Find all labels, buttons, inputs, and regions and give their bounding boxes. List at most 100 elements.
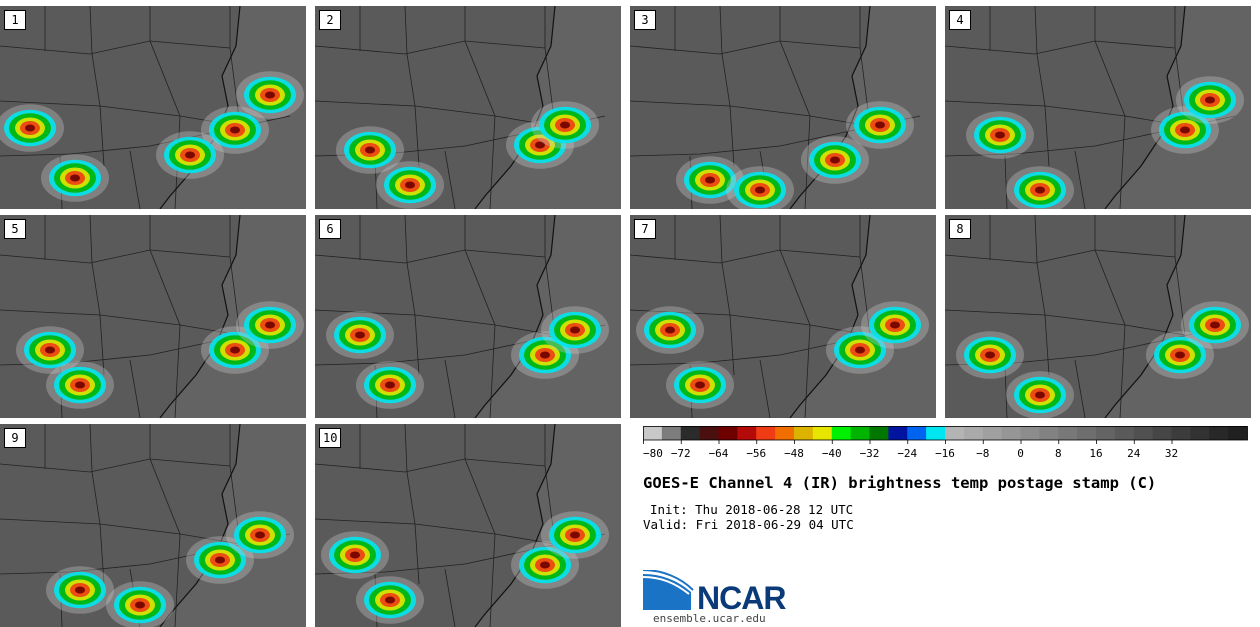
cloud-top [570,531,580,539]
cloud-top [570,326,580,334]
cloud-top [255,531,265,539]
cloud-top [1035,391,1045,399]
forecast-panel: 3 [630,6,936,209]
state-boundary [1174,215,1186,336]
colorbar-cell [756,426,776,440]
coastline [474,215,556,418]
colorbar-cell [907,426,927,440]
colorbar-tick-label: −48 [784,447,804,460]
figure-title: GOES-E Channel 4 (IR) brightness temp po… [643,474,1157,492]
init-time: Init: Thu 2018-06-28 12 UTC [650,502,854,517]
state-boundary [464,424,496,627]
state-boundary [945,100,1186,127]
colorbar-cell [869,426,889,440]
ocean [790,215,936,418]
cloud-top [265,91,275,99]
panel-number: 7 [634,219,656,239]
coastline [1104,215,1186,418]
state-boundary [0,100,241,127]
ocean [160,215,306,418]
forecast-panel: 6 [315,215,621,418]
state-boundary [149,6,181,209]
ncar-logo-icon [643,570,694,610]
state-boundary [630,100,871,127]
cloud-top [1210,321,1220,329]
colorbar-cell [661,426,682,440]
colorbar-cell [812,426,833,440]
state-boundary [1174,6,1186,127]
state-boundary [404,6,420,167]
colorbar-cell [1114,426,1135,440]
cloud-top [665,326,675,334]
colorbar-cell [1190,426,1210,440]
cloud-top [540,351,550,359]
cloud-top [695,381,705,389]
colorbar-cell [699,426,719,440]
colorbar-tick-label: 0 [1017,447,1024,460]
state-boundary [1074,150,1086,209]
panel-number: 6 [319,219,341,239]
colorbar-cell [1228,426,1248,440]
state-boundary [945,40,1176,55]
state-boundary [859,215,871,336]
temperature-colorbar: −80 −72 −64 −56 −48 −40 −32 −24 −16 −8 0 8 16 24 32 [643,426,1248,460]
colorbar-cell [1133,426,1154,440]
colorbar-cell [1096,426,1116,440]
state-boundary [149,215,181,418]
state-boundary [719,6,735,167]
state-boundary [1094,6,1126,209]
logo-url: ensemble.ucar.edu [653,612,766,625]
state-boundary [719,215,735,376]
colorbar-cell [1058,426,1078,440]
panel-number: 2 [319,10,341,30]
cloud-top [75,586,85,594]
state-boundary [315,518,556,545]
ocean [475,215,621,418]
colorbar-tick-label: 32 [1165,447,1178,460]
state-boundary [404,215,420,376]
cloud-top [560,121,570,129]
state-boundary [315,249,546,264]
cloud-top [755,186,765,194]
state-boundary [945,249,1176,264]
coastline [789,215,871,418]
state-boundary [89,215,105,376]
panel-number: 9 [4,428,26,448]
cloud-top [830,156,840,164]
cloud-top [45,346,55,354]
state-boundary [89,6,105,167]
coastline [474,6,556,209]
ocean [1105,215,1251,418]
cloud-top [135,601,145,609]
cloud-top [535,141,545,149]
cloud-top [540,561,550,569]
forecast-panel: 1 [0,6,306,209]
state-boundary [1004,364,1008,418]
ocean [475,424,621,627]
ncar-logo-text: NCAR [697,580,786,616]
satellite-map [0,6,306,209]
state-boundary [0,40,231,55]
ocean [160,6,306,209]
colorbar-cell [945,426,965,440]
colorbar-cell [888,426,908,440]
state-boundary [779,215,811,418]
forecast-panel: 10 [315,424,621,627]
state-boundary [945,309,1186,336]
colorbar-tick-label: −72 [671,447,691,460]
cloud-top [1175,351,1185,359]
forecast-panel: 2 [315,6,621,209]
state-boundary [1004,155,1008,209]
panel-number: 5 [4,219,26,239]
coastline [159,215,241,418]
cloud-top [995,131,1005,139]
cloud-top [365,146,375,154]
colorbar-tick-label: 24 [1127,447,1141,460]
state-boundary [129,150,141,209]
forecast-panel: 5 [0,215,306,418]
state-boundary [0,458,231,473]
state-boundary [129,359,141,418]
colorbar-cell [680,426,701,440]
colorbar-tick-label: 16 [1089,447,1102,460]
state-boundary [229,215,241,336]
